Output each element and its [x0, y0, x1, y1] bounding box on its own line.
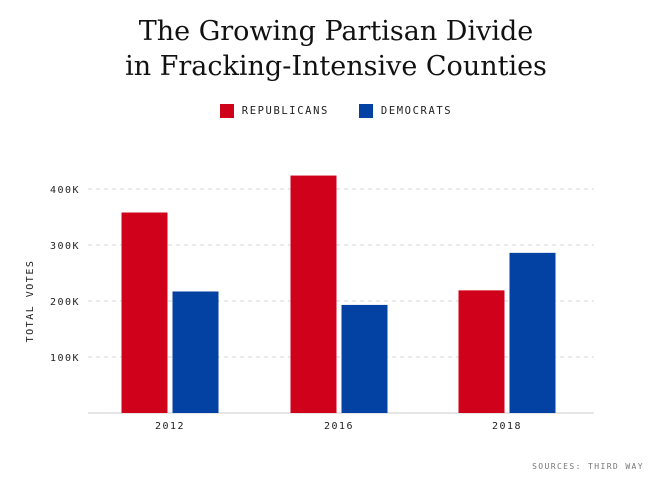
legend-swatch-democrats: [358, 104, 373, 118]
chart-title: The Growing Partisan Divide in Fracking-…: [0, 14, 672, 84]
y-tick-label-400k: 400K: [50, 185, 80, 196]
x-tick-label-2018: 2018: [492, 421, 522, 432]
chart-legend: REPUBLICANS DEMOCRATS: [0, 104, 672, 118]
legend-label-republicans: REPUBLICANS: [241, 105, 329, 117]
bar-republicans-2012: [121, 212, 168, 413]
y-tick-label-300k: 300K: [50, 241, 80, 252]
y-tick-label-200k: 200K: [50, 297, 80, 308]
x-tick-label-2012: 2012: [155, 421, 185, 432]
bar-democrats-2016: [341, 304, 388, 413]
bar-democrats-2018: [509, 252, 556, 413]
bar-republicans-2018: [458, 290, 505, 413]
bar-republicans-2016: [290, 175, 337, 413]
y-tick-label-100k: 100K: [50, 353, 80, 364]
bar-democrats-2012: [172, 291, 219, 413]
legend-swatch-republicans: [219, 104, 234, 118]
source-note: SOURCES: THIRD WAY: [532, 462, 644, 471]
legend-item-republicans: REPUBLICANS: [219, 104, 329, 118]
chart-title-line-1: The Growing Partisan Divide: [138, 16, 534, 47]
chart-title-line-2: in Fracking-Intensive Counties: [125, 51, 547, 82]
legend-item-democrats: DEMOCRATS: [358, 104, 453, 118]
x-tick-label-2016: 2016: [324, 421, 354, 432]
legend-label-democrats: DEMOCRATS: [380, 105, 453, 117]
y-axis-title: TOTAL VOTES: [25, 260, 36, 343]
